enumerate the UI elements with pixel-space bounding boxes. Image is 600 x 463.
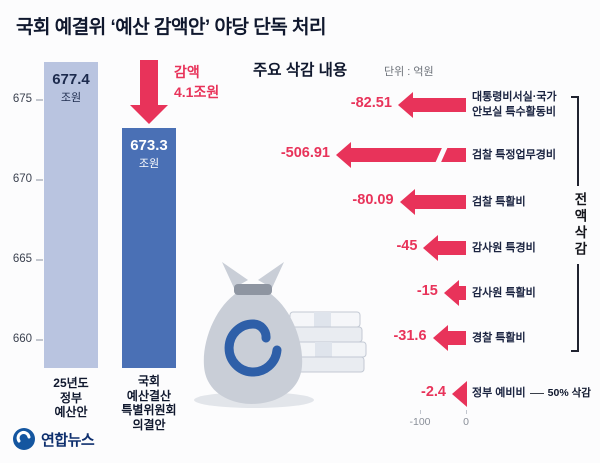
y-tick-mark [36,99,43,101]
cut-label: 정부 예비비 50% 삭감 [472,386,591,401]
bar-unit-label: 조원 [138,158,160,170]
bar-2025-budget: 677.4 조원 [44,62,98,368]
cut-value: -45 [396,238,418,254]
reduction-down-arrow-icon [130,60,168,124]
y-axis: 675 670 665 660 [0,0,48,463]
cut-label: 감사원 특활비 [472,286,536,301]
cut-label-line: 검찰 특활비 [472,195,526,208]
cut-arrow-body [437,241,466,255]
yonhap-logo: 연합뉴스 [12,427,95,451]
reduction-label: 감액 4.1조원 [174,62,219,102]
cut-arrow-body [350,148,466,162]
cut-label-line: 대통령비서실·국가 [472,91,557,103]
cut-arrow-body [413,195,466,209]
cut-note: 50% 삭감 [547,387,591,399]
cut-label: 감사원 특경비 [472,241,536,256]
cut-arrow [452,381,467,407]
cut-value: -506.91 [280,145,330,161]
title-suffix: 야당 단독 처리 [209,17,326,38]
cut-value: -82.51 [350,95,392,111]
bar-committee-resolution: 673.3 조원 [122,128,176,368]
cuts-chart-title: 주요 삭감 내용 [253,62,348,79]
y-tick-label: 675 [12,93,32,105]
bar-category-label: 25년도 정부 예산안 [53,376,89,419]
cut-arrow-body [457,286,466,300]
full-cut-label: 전액삭감 [568,186,590,264]
arrow-head [130,105,168,124]
cut-arrow [432,325,466,351]
cut-arrow [336,139,466,171]
cut-arrow-head [399,189,415,215]
money-stack-icon [281,311,367,373]
money-bag-illustration [194,262,367,408]
cut-arrow-head [432,325,448,351]
cut-value: -80.09 [352,192,394,208]
cut-label-line: 감사원 특경비 [472,241,536,254]
cut-label: 검찰 특활비 [472,195,526,210]
x-axis-label: 0 [463,416,469,428]
cut-label: 경찰 특활비 [472,331,526,346]
cuts-chart-unit: 단위 : 억원 [384,66,434,78]
cut-label: 검찰 특정업무경비 [472,148,556,163]
reduction-label-line1: 감액 [174,64,200,80]
y-tick-label: 670 [12,173,32,185]
cut-arrow [443,280,466,306]
y-tick-mark [36,339,43,341]
yonhap-logo-icon [13,428,35,450]
bar-value-label: 677.4 [52,71,90,88]
cut-arrow-head [452,381,467,407]
cut-arrow-head [336,142,351,168]
cut-arrow-head [397,92,413,118]
cut-label-line: 검찰 특정업무경비 [472,148,557,161]
cut-arrow-head [423,235,439,261]
x-axis-label: -100 [409,416,431,428]
title-highlight: ‘예산 감액안’ [110,17,210,38]
cut-label-text: 정부 예비비 [472,387,526,399]
money-bag-icon [203,262,303,404]
cut-value: -15 [416,283,438,299]
bar-unit-label: 조원 [60,92,82,104]
government-emblem-icon [224,319,282,377]
note-tie-line [529,393,544,394]
reduction-label-line2: 4.1조원 [174,84,220,100]
page-title: 국회 예결위 ‘예산 감액안’ 야당 단독 처리 [16,12,326,39]
cut-label-line: 경찰 특활비 [472,331,526,344]
cut-arrow [397,92,466,118]
cut-value: -31.6 [393,328,427,344]
x-tick-mark [466,410,467,414]
title-prefix: 국회 예결위 [16,17,111,38]
y-tick-label: 660 [12,333,32,345]
y-tick-mark [36,179,43,181]
cut-arrow [423,235,466,261]
cut-arrow-body [446,331,466,345]
y-tick-label: 665 [12,253,32,265]
cut-label-line: 안보실 특수활동비 [472,106,557,118]
cut-arrow [399,189,466,215]
yonhap-logo-text: 연합뉴스 [41,431,95,449]
cut-arrow-body [411,98,466,112]
bar-value-label: 673.3 [130,137,168,154]
cut-arrow-head [443,280,459,306]
cut-value: -2.4 [421,384,446,400]
cut-label-line: 감사원 특활비 [472,286,536,299]
bar-category-label: 국회 예산결산 특별위원회 의결안 [121,374,177,432]
arrow-shaft [140,60,158,105]
y-tick-mark [36,259,43,261]
x-tick-mark [420,410,421,414]
